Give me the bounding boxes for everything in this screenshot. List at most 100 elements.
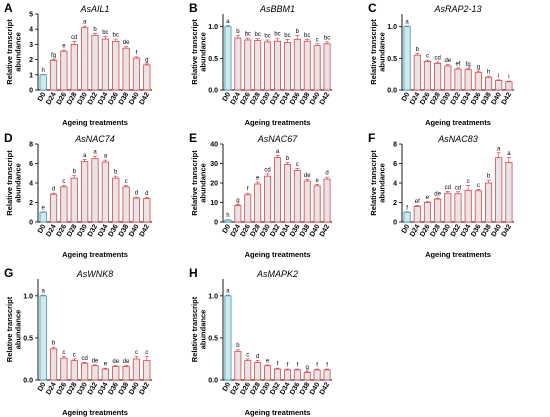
y-axis-label-line2: abundance [14, 163, 23, 203]
chart-panel-d: D AsNAC74 Relative transcriptabundance Agei… [4, 131, 152, 259]
y-tick-label: 6 [393, 161, 397, 168]
y-tick-label: 0.5 [208, 335, 218, 342]
panel-letter: D [4, 131, 13, 145]
significance-letter: b [286, 156, 290, 162]
y-tick-label: 1.0 [208, 293, 218, 300]
panel-letter: B [189, 1, 198, 15]
y-axis-label-line1: Relative transcript [5, 19, 14, 85]
bar [444, 65, 452, 91]
x-tick-label: D42 [139, 91, 152, 106]
significance-letter: g [236, 198, 239, 204]
bar [505, 162, 513, 223]
y-tick-label: 0.5 [208, 56, 218, 63]
bar [274, 368, 281, 381]
significance-letter: c [145, 350, 148, 356]
y-tick-label: 0.0 [23, 378, 33, 385]
bar [91, 34, 99, 91]
bar [484, 76, 493, 91]
panel-letter: E [189, 131, 197, 145]
bar [122, 186, 130, 223]
significance-letter: f [406, 205, 408, 211]
bar [112, 40, 120, 91]
chart-panel-a: A AsAIL1 Relative transcriptabundance Agein… [4, 1, 152, 127]
bar [434, 198, 442, 223]
y-tick-label: 8 [29, 142, 33, 149]
significance-letter: de [434, 192, 441, 198]
significance-letter: a [83, 153, 87, 159]
panel-letter: F [368, 131, 375, 145]
significance-letter: b [93, 27, 97, 33]
significance-letter: fg [466, 62, 471, 68]
bar [283, 42, 291, 91]
x-tick-label: D0 [37, 91, 48, 102]
significance-letter: b [52, 341, 56, 347]
bar [60, 186, 68, 223]
bar [224, 26, 232, 91]
significance-letter: c [62, 350, 65, 356]
bar [143, 360, 151, 381]
y-tick-label: 1 [29, 72, 33, 79]
significance-letter: bc [274, 32, 280, 38]
y-axis-label-line1: Relative transcript [369, 150, 378, 216]
bar [254, 40, 262, 91]
y-tick-label: 5 [29, 12, 33, 19]
bar [293, 369, 301, 381]
significance-letter: cd [445, 185, 451, 191]
significance-letter: c [477, 183, 480, 189]
bar [70, 360, 78, 381]
bar [101, 38, 109, 91]
x-tick-label: D0 [401, 91, 412, 102]
y-axis-label: Relative transcriptabundance [190, 19, 208, 85]
bar [444, 192, 452, 223]
bar [224, 219, 232, 223]
bar [234, 205, 242, 223]
chart-panel-h: H AsMAPK2 Relative transcriptabundance Agei… [189, 266, 332, 417]
y-axis-label-line1: Relative transcript [5, 296, 14, 362]
significance-letter: f [136, 50, 138, 56]
x-axis-label: Ageing treatments [245, 118, 311, 127]
y-axis-label: Relative transcriptabundance [5, 150, 23, 216]
x-axis-label: Ageing treatments [245, 408, 311, 417]
y-axis-label-line1: Relative transcript [5, 150, 14, 216]
significance-letter: e [62, 44, 66, 50]
x-axis-label: Ageing treatments [62, 250, 128, 259]
x-tick-label: D0 [401, 223, 412, 234]
bar [323, 178, 331, 223]
bar [274, 157, 281, 223]
x-axis-label: Ageing treatments [62, 408, 128, 417]
y-axis-label-line2: abundance [14, 32, 23, 72]
significance-letter: ef [415, 199, 420, 205]
significance-letter: d [325, 171, 328, 177]
significance-letter: d [52, 187, 55, 193]
significance-letter: a [507, 151, 511, 157]
significance-letter: bc [324, 35, 330, 41]
chart-title: AsNAC74 [74, 134, 115, 144]
significance-letter: d [256, 354, 259, 360]
x-tick-label: D0 [37, 223, 48, 234]
panel-letter: C [368, 1, 377, 15]
y-axis-label: Relative transcriptabundance [5, 296, 23, 362]
x-tick-label: D42 [139, 381, 152, 396]
significance-letter: g [477, 65, 480, 71]
significance-letter: b [73, 169, 77, 175]
significance-letter: bc [245, 32, 251, 38]
significance-letter: ef [455, 61, 460, 67]
x-tick-label: D42 [319, 223, 332, 238]
x-tick-label: D42 [501, 223, 514, 238]
significance-letter: i [498, 73, 499, 79]
x-tick-label: D42 [501, 91, 514, 106]
significance-letter: e [256, 176, 260, 182]
chart-title: AsAIL1 [79, 4, 109, 14]
y-tick-label: 0 [29, 220, 33, 227]
bar [303, 372, 311, 381]
significance-letter: b [296, 29, 300, 35]
significance-letter: c [467, 179, 470, 185]
y-tick-label: 6 [29, 161, 33, 168]
panel-letter: A [4, 1, 13, 15]
significance-letter: bc [255, 32, 261, 38]
bar [313, 45, 321, 91]
y-axis-label: Relative transcriptabundance [190, 296, 208, 362]
bar [60, 50, 68, 91]
x-axis-label: Ageing treatments [245, 250, 311, 259]
bar [423, 61, 432, 91]
